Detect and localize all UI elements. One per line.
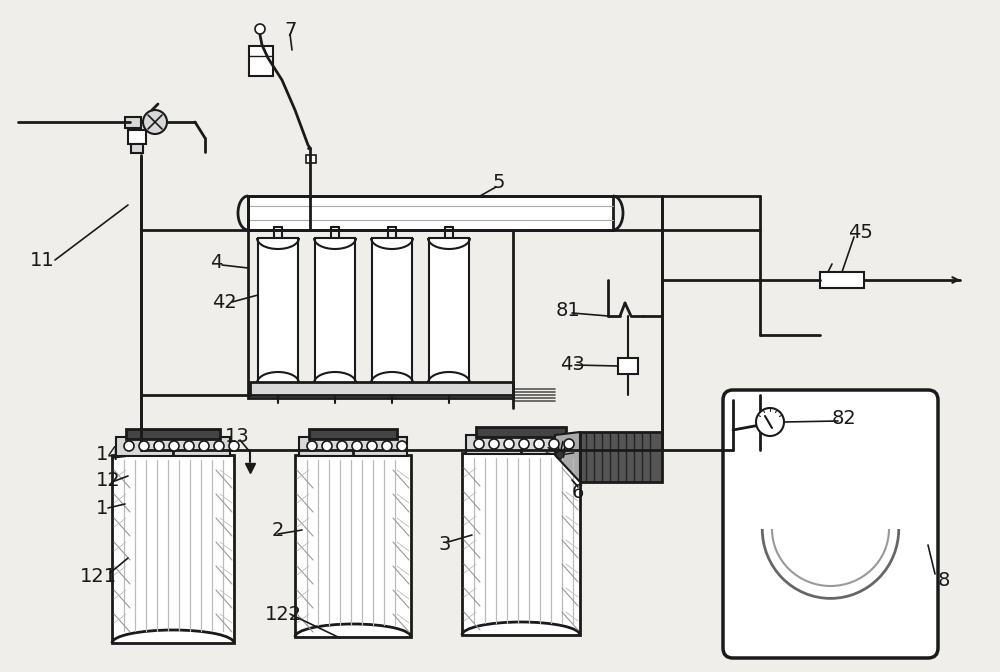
Bar xyxy=(462,453,580,635)
Circle shape xyxy=(489,439,499,449)
Bar xyxy=(248,230,513,398)
Circle shape xyxy=(367,441,377,451)
Bar xyxy=(309,429,397,439)
Circle shape xyxy=(756,408,784,436)
Text: 14: 14 xyxy=(96,444,121,464)
Circle shape xyxy=(519,439,529,449)
Bar xyxy=(125,117,141,128)
Circle shape xyxy=(564,439,574,449)
Text: 1: 1 xyxy=(96,499,108,517)
Bar xyxy=(580,432,662,482)
Bar xyxy=(466,435,576,454)
Circle shape xyxy=(169,441,179,451)
Text: 4: 4 xyxy=(210,253,222,271)
Text: 5: 5 xyxy=(492,173,505,192)
Bar xyxy=(299,437,407,456)
Circle shape xyxy=(307,441,317,451)
Bar xyxy=(131,144,143,153)
Bar xyxy=(128,130,146,144)
Text: 45: 45 xyxy=(848,224,873,243)
Polygon shape xyxy=(555,432,580,482)
Circle shape xyxy=(556,451,564,459)
Circle shape xyxy=(124,441,134,451)
Circle shape xyxy=(154,441,164,451)
Text: 8: 8 xyxy=(938,571,950,589)
Circle shape xyxy=(322,441,332,451)
Bar xyxy=(249,46,273,76)
Text: 81: 81 xyxy=(556,300,581,319)
Bar xyxy=(618,358,638,374)
Circle shape xyxy=(352,441,362,451)
Bar xyxy=(126,429,220,439)
Circle shape xyxy=(337,441,347,451)
Bar xyxy=(306,155,316,163)
Text: 2: 2 xyxy=(272,521,284,540)
Bar xyxy=(295,455,411,637)
Text: 43: 43 xyxy=(560,355,585,374)
Circle shape xyxy=(474,439,484,449)
Bar xyxy=(372,238,412,383)
Circle shape xyxy=(143,110,167,134)
Bar xyxy=(429,238,469,383)
Bar xyxy=(112,455,234,643)
Circle shape xyxy=(549,439,559,449)
Bar xyxy=(258,238,298,383)
Text: 7: 7 xyxy=(284,21,296,40)
Circle shape xyxy=(382,441,392,451)
Circle shape xyxy=(214,441,224,451)
FancyBboxPatch shape xyxy=(723,390,938,658)
Bar xyxy=(116,437,230,456)
Circle shape xyxy=(139,441,149,451)
Text: 12: 12 xyxy=(96,470,121,489)
Text: 121: 121 xyxy=(80,566,117,585)
Circle shape xyxy=(397,441,407,451)
Circle shape xyxy=(534,439,544,449)
Bar xyxy=(248,196,613,230)
Bar xyxy=(250,382,513,395)
Bar xyxy=(820,272,864,288)
Bar xyxy=(476,427,566,437)
Circle shape xyxy=(199,441,209,451)
Text: 122: 122 xyxy=(265,605,302,624)
Circle shape xyxy=(255,24,265,34)
Text: 11: 11 xyxy=(30,251,55,269)
Bar xyxy=(315,238,355,383)
Circle shape xyxy=(504,439,514,449)
Circle shape xyxy=(229,441,239,451)
Circle shape xyxy=(184,441,194,451)
Text: 13: 13 xyxy=(225,427,250,446)
Text: 42: 42 xyxy=(212,292,237,312)
Text: 3: 3 xyxy=(438,536,450,554)
Text: 6: 6 xyxy=(572,482,584,501)
Text: 82: 82 xyxy=(832,409,857,427)
